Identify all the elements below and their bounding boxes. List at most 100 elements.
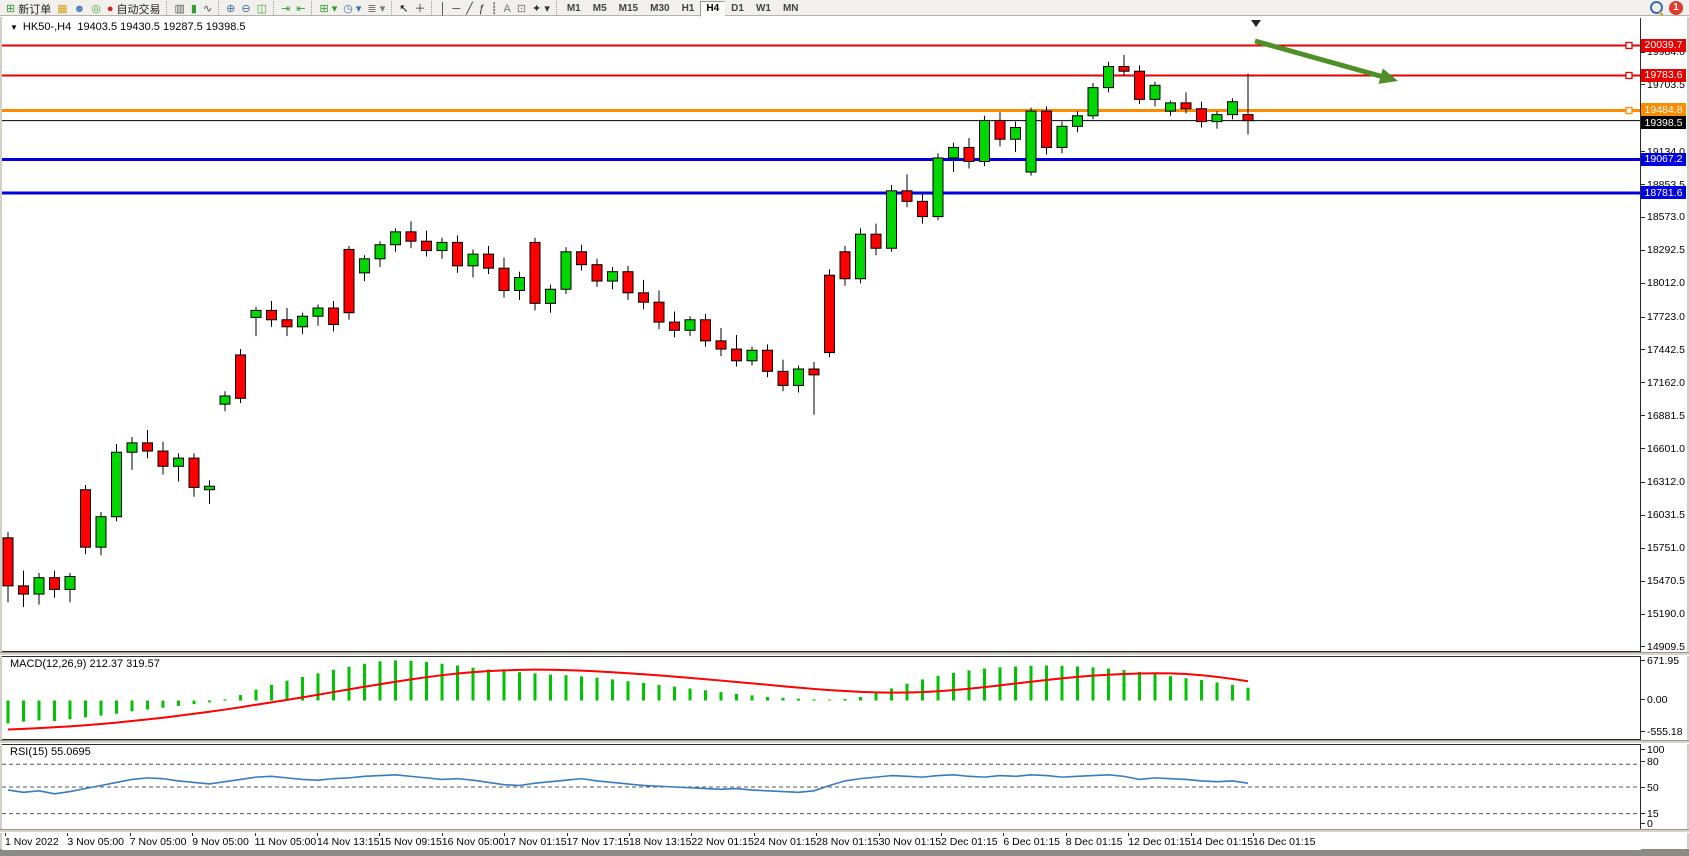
time-axis-label: 7 Nov 05:00 (129, 836, 187, 848)
timeframe-h4[interactable]: H4 (700, 0, 726, 17)
price-tick-mark (1641, 382, 1645, 384)
new-window-icon[interactable]: ⊞ ▾ (316, 2, 340, 16)
time-tick-mark (129, 833, 131, 836)
panel-splitter[interactable] (0, 740, 1689, 744)
text-label-tool-icon[interactable]: ⊡ (514, 2, 529, 16)
channels-tool-icon: ┋ (490, 2, 498, 15)
zoom-out-icon: ⊖ (241, 2, 251, 15)
autotrading-button: ● (106, 2, 114, 15)
channels-tool-icon[interactable]: ┋ (488, 2, 501, 16)
rsi-tick-mark (1641, 823, 1645, 824)
chart-symbol-timeframe: HK50-,H4 (22, 21, 72, 33)
crosshair-tool-icon: ＋ (414, 2, 426, 15)
zoom-in-icon[interactable]: ⊕ (223, 2, 238, 16)
price-axis[interactable] (1641, 17, 1687, 849)
time-tick-mark (691, 833, 693, 836)
timeframe-m5[interactable]: M5 (592, 3, 607, 15)
toolbar-separator (166, 0, 168, 16)
price-tick-label: 17162.0 (1647, 376, 1685, 389)
navigator-icon[interactable]: ◎ (88, 2, 104, 16)
time-axis-label: 24 Nov 01:15 (753, 836, 817, 848)
time-tick-mark (67, 833, 69, 836)
price-tick-label: 18573.0 (1647, 211, 1685, 224)
time-axis-label: 17 Nov 01:15 (504, 836, 567, 848)
timeframe-h1[interactable]: H1 (681, 3, 695, 15)
market-watch-icon[interactable]: ▦ (54, 2, 70, 16)
time-tick-mark (941, 833, 942, 836)
timeframe-w1[interactable]: W1 (755, 3, 771, 15)
line-chart-icon: ∿ (202, 2, 213, 15)
time-tick-mark (629, 833, 630, 836)
time-axis-label: 8 Dec 01:15 (1065, 836, 1123, 848)
crosshair-tool-icon[interactable]: ＋ (411, 2, 428, 16)
time-axis-label: 22 Nov 01:15 (691, 836, 754, 848)
price-tick-mark (1641, 580, 1645, 582)
vertical-line-tool-icon[interactable]: │ (436, 2, 449, 16)
price-line-tag: 19484.8 (1641, 103, 1686, 117)
new-order-button-label: 新订单 (18, 4, 52, 16)
bar-chart-icon[interactable]: ▥ (171, 2, 187, 16)
time-axis-label: 14 Dec 01:15 (1190, 836, 1254, 848)
macd-indicator-panel[interactable] (2, 656, 1641, 740)
cursor-tool-icon: ↖ (399, 2, 409, 15)
timeframe-m15[interactable]: M15 (618, 3, 639, 15)
price-line-tag: 19067.2 (1641, 152, 1686, 166)
indicators-icon[interactable]: ≣ ▾ (364, 2, 388, 16)
candlestick-chart-icon[interactable]: ▮ (188, 2, 200, 16)
trendline-tool-icon[interactable]: ╱ (463, 2, 476, 16)
price-tick-label: 16312.0 (1647, 476, 1685, 489)
panel-splitter[interactable] (0, 652, 1689, 656)
horizontal-line-tool-icon[interactable]: ─ (449, 2, 463, 16)
time-axis-label: 30 Nov 01:15 (878, 836, 942, 848)
period-clock-icon[interactable]: ◷ ▾ (340, 2, 364, 16)
price-tick-mark (1641, 84, 1645, 86)
text-tool-icon[interactable]: A (500, 2, 513, 16)
candlestick-chart[interactable] (2, 17, 1641, 652)
rsi-scale-label: 100 (1647, 744, 1665, 756)
line-chart-icon[interactable]: ∿ (200, 2, 215, 16)
timeframe-m30[interactable]: M30 (650, 3, 670, 15)
macd-tick-mark (1641, 731, 1645, 732)
macd-scale-label: -555.18 (1647, 726, 1683, 738)
horizontal-line-tool-icon: ─ (452, 2, 461, 15)
time-tick-mark (254, 833, 256, 836)
timeframe-d1[interactable]: D1 (731, 3, 744, 15)
cursor-tool-icon[interactable]: ↖ (396, 2, 411, 16)
chart-shift-icon[interactable]: ⇤ (293, 2, 308, 16)
panel-splitter[interactable] (0, 829, 1689, 833)
toolbar-buttons: ⊞ 新订单 ▦ ☻ ◎ ● 自动交易 ▥ ▮ ∿ ⊕ ⊖ ◫ ⇥ ⇤ ⊞ ▾ ◷ ▾ ≣ ▾ ↖ ＋ │ ─ ╱ ƒ ┋ A ⊡ ✦ … (3, 0, 561, 17)
timeframe-m1[interactable]: M1 (566, 3, 581, 15)
new-order-button: ⊞ (6, 2, 16, 15)
toolbar-separator (555, 0, 557, 16)
time-axis[interactable]: 1 Nov 2022 3 Nov 05:00 7 Nov 05:00 9 Nov 05… (2, 832, 1641, 850)
arrows-tool-icon[interactable]: ✦ ▾ (529, 2, 553, 16)
rsi-tick-mark (1641, 761, 1645, 762)
notification-badge[interactable]: 1 (1669, 0, 1683, 15)
price-tick-label: 15470.5 (1647, 575, 1685, 588)
price-tick-mark (1641, 547, 1645, 549)
rsi-indicator-panel[interactable] (2, 744, 1641, 830)
one-click-trading-caret-icon[interactable]: ▼ (10, 23, 18, 32)
data-window-icon[interactable]: ☻ (71, 2, 89, 16)
tile-windows-icon[interactable]: ◫ (254, 2, 270, 16)
search-icon[interactable] (1650, 1, 1663, 14)
time-axis-label: 14 Nov 13:15 (317, 836, 380, 848)
zoom-out-icon[interactable]: ⊖ (238, 2, 253, 16)
toolbar-separator (218, 0, 220, 16)
new-order-button[interactable]: ⊞ 新订单 (3, 2, 54, 16)
vertical-line-tool-icon: │ (439, 2, 447, 15)
auto-scroll-icon[interactable]: ⇥ (278, 2, 293, 16)
fibonacci-tool-icon[interactable]: ƒ (476, 2, 488, 16)
auto-scroll-icon: ⇥ (281, 2, 291, 15)
toolbar-separator (311, 0, 313, 16)
timeframe-mn[interactable]: MN (782, 3, 799, 15)
price-tick-mark (1641, 646, 1645, 648)
price-tick-label: 17723.0 (1647, 311, 1685, 324)
price-tick-mark (1641, 448, 1645, 450)
macd-tick-mark (1641, 699, 1645, 700)
autotrading-button[interactable]: ● 自动交易 (104, 2, 164, 16)
time-axis-label: 6 Dec 01:15 (1003, 836, 1061, 848)
price-tick-mark (1641, 349, 1645, 351)
price-tick-mark (1641, 514, 1645, 516)
time-tick-mark (816, 833, 818, 836)
